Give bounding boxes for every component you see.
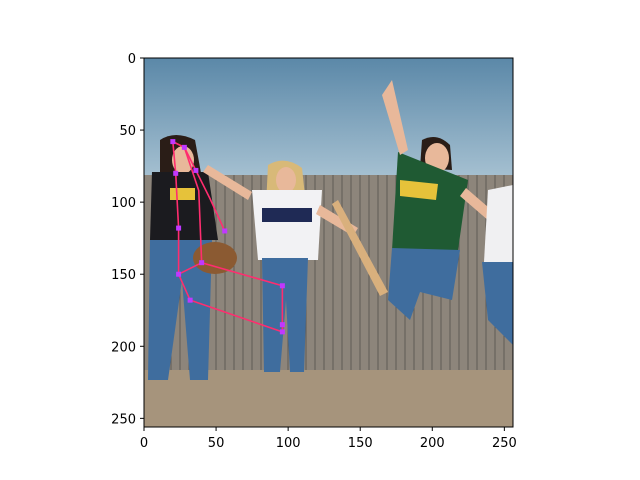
jumping-women-photo xyxy=(144,58,513,427)
skeleton-limb xyxy=(178,261,283,287)
x-tick-label: 200 xyxy=(420,436,445,451)
x-tick-label: 50 xyxy=(208,436,225,451)
person-left xyxy=(148,135,237,380)
pose-skeleton-overlay xyxy=(170,139,285,335)
y-tick-label: 100 xyxy=(111,196,136,211)
skeleton-limb xyxy=(183,147,203,263)
keypoint-marker xyxy=(199,260,205,266)
keypoint-marker xyxy=(173,170,179,176)
keypoint-marker xyxy=(181,144,187,150)
axes-frame xyxy=(143,57,514,428)
y-tick-label: 50 xyxy=(119,124,136,139)
sky xyxy=(144,58,513,183)
keypoint-marker xyxy=(222,228,228,234)
keypoint-marker xyxy=(176,271,182,277)
keypoint-marker xyxy=(170,139,176,145)
x-tick-label: 100 xyxy=(276,436,301,451)
person-middle xyxy=(203,160,388,372)
x-tick-label: 0 xyxy=(140,436,148,451)
keypoint-marker xyxy=(187,297,193,303)
skeleton-limb xyxy=(172,141,180,275)
keypoint-marker xyxy=(279,283,285,289)
x-tick-label: 150 xyxy=(348,436,373,451)
x-tick-label: 250 xyxy=(492,436,517,451)
y-tick-label: 0 xyxy=(128,52,136,67)
y-tick-label: 200 xyxy=(111,340,136,355)
person-far-right xyxy=(482,185,513,345)
keypoint-marker xyxy=(176,225,182,231)
y-axis-ticks: 0 50 100 150 200 250 xyxy=(111,52,144,427)
keypoint-marker xyxy=(279,329,285,335)
keypoint-marker xyxy=(193,167,199,173)
keypoint-marker xyxy=(279,322,285,328)
person-right xyxy=(382,80,510,320)
y-tick-label: 150 xyxy=(111,268,136,283)
y-tick-label: 250 xyxy=(111,412,136,427)
x-axis-ticks: 0 50 100 150 200 250 xyxy=(140,427,517,451)
